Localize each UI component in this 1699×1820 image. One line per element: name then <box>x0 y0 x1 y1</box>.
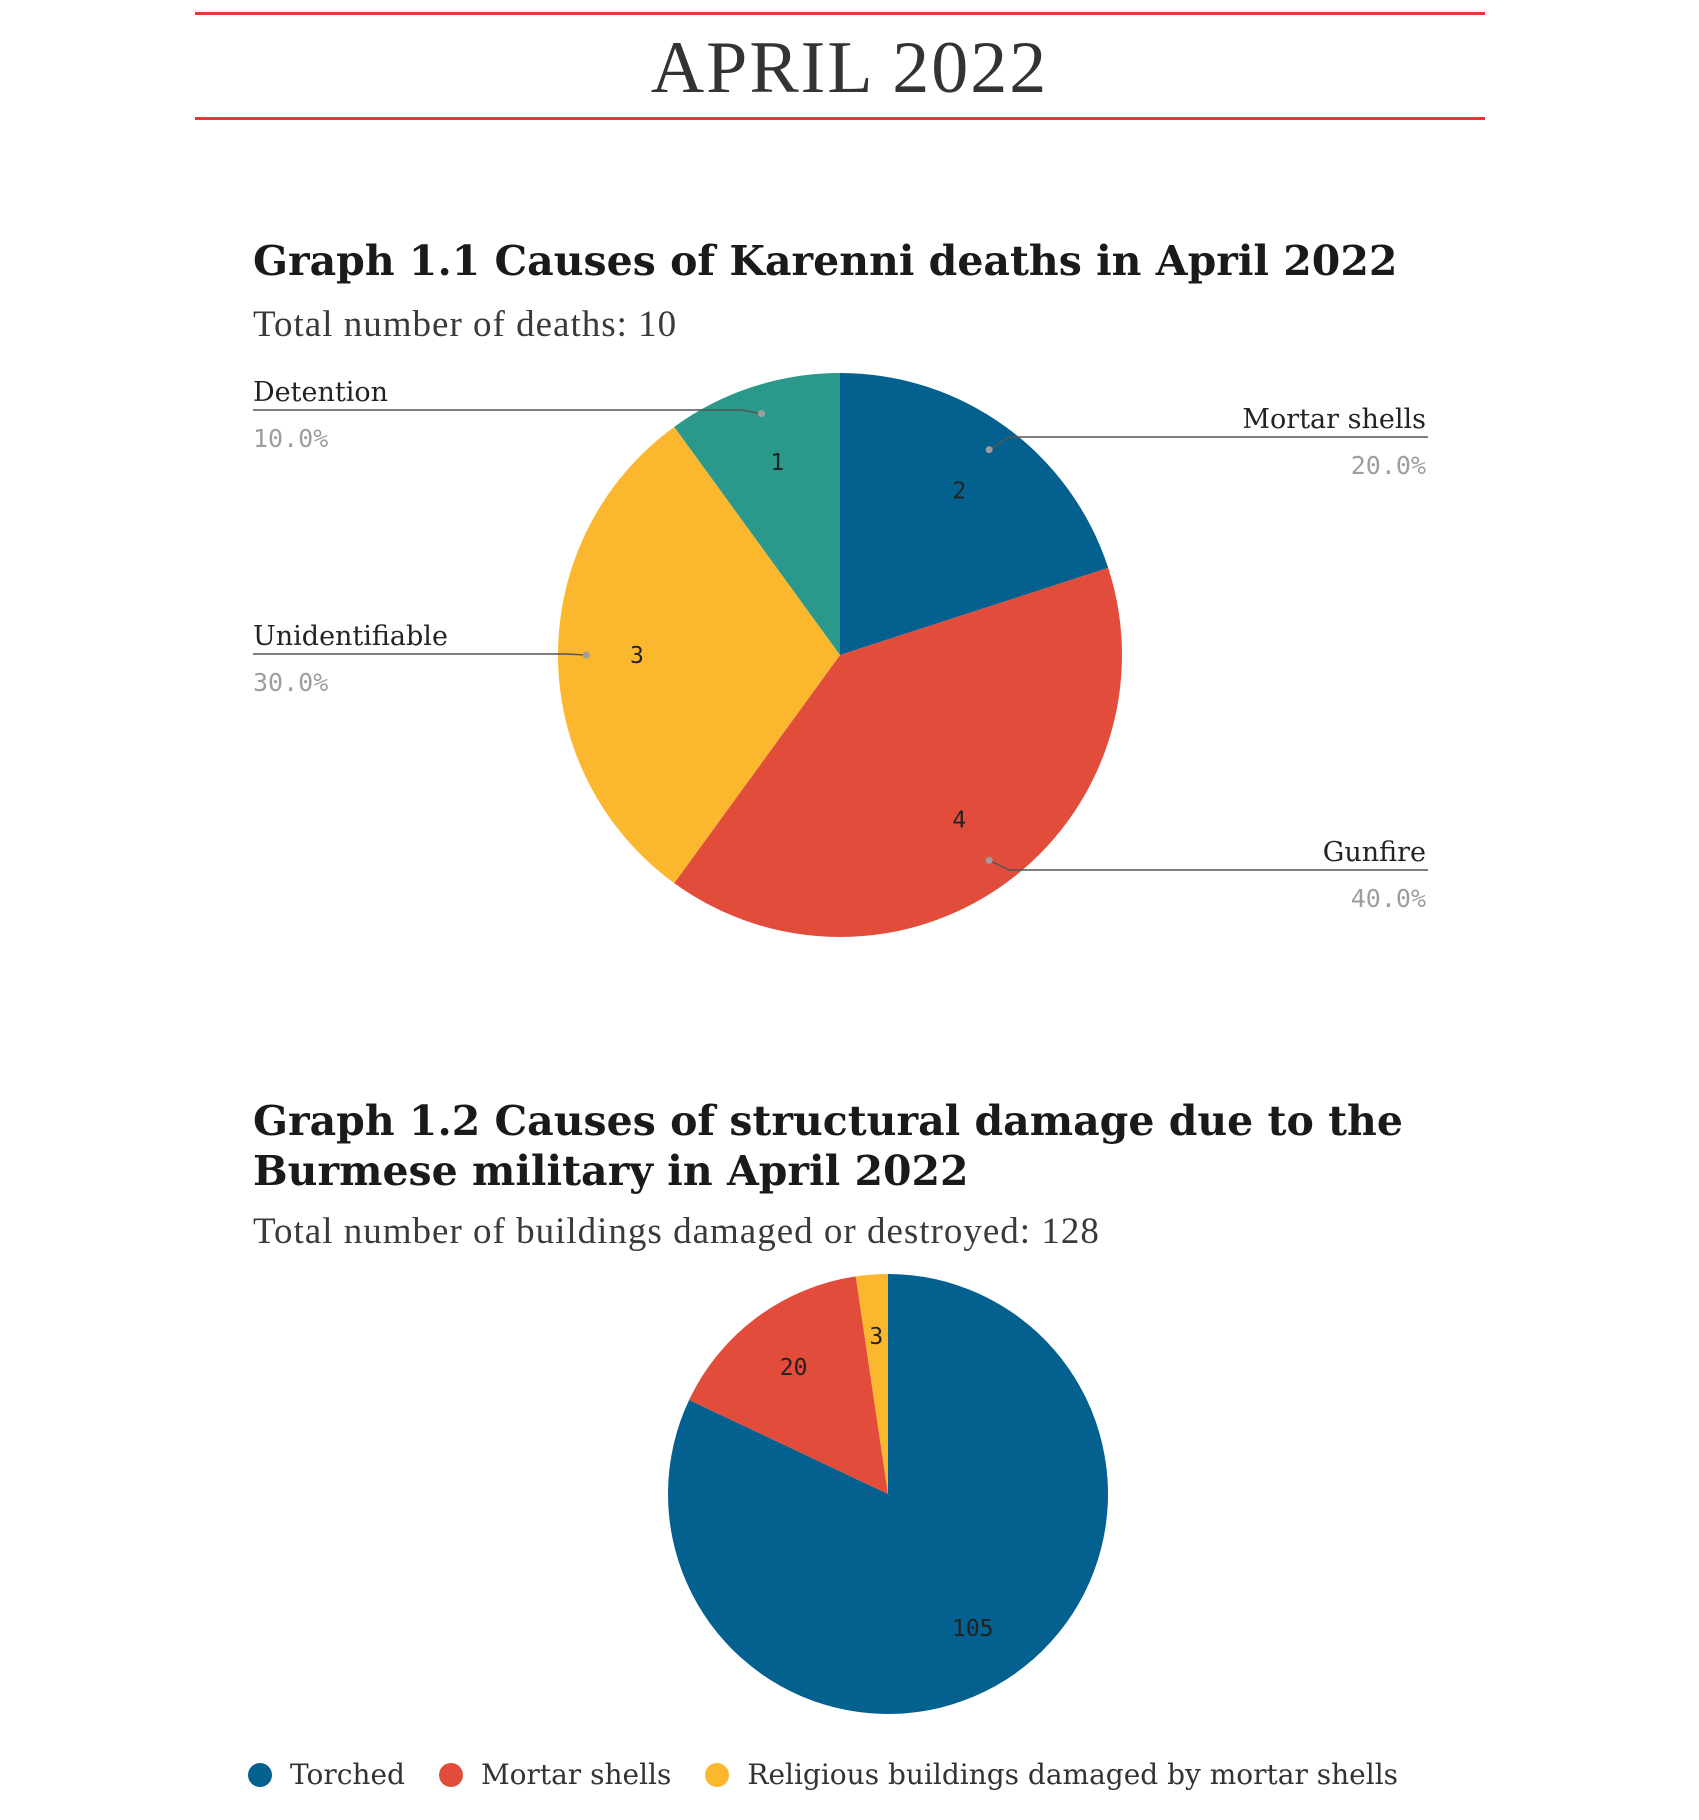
graph1-slice-detention <box>674 373 840 655</box>
legend-swatch <box>705 1762 730 1787</box>
legend-item-mortar-shells: Mortar shells <box>438 1758 672 1791</box>
legend-swatch <box>248 1762 272 1787</box>
graph2-slice-religious-buildings-damaged-by-mortar-shells <box>855 1274 888 1494</box>
graph2-title-line2: Burmese military in April 2022 <box>253 1147 969 1195</box>
graph2-title: Graph 1.2 Causes of structural damage du… <box>253 1096 1453 1196</box>
graph1-callout-unidentifiable: Unidentifiable 30.0% <box>253 621 590 697</box>
graph2-slice-mortar-shells <box>689 1276 888 1494</box>
legend-item-religious-buildings-damaged-by-mortar-shells: Religious buildings damaged by mortar sh… <box>705 1758 1398 1791</box>
legend-swatch <box>438 1762 463 1787</box>
callout-leader-line <box>988 436 1428 451</box>
callout-leader-line <box>253 409 762 415</box>
graph2-value-label-mortar-shells: 20 <box>780 1355 808 1381</box>
graph2-subtitle: Total number of buildings damaged or des… <box>253 1211 1100 1252</box>
legend-item-torched: Torched <box>248 1758 405 1791</box>
graph1-slice-unidentifiable <box>558 426 840 884</box>
graph1-subtitle: Total number of deaths: 10 <box>253 304 678 345</box>
graph2-title-line1: Graph 1.2 Causes of structural damage du… <box>253 1097 1403 1145</box>
page-title: APRIL 2022 <box>650 27 1049 109</box>
callout-category-label: Gunfire <box>1323 837 1426 868</box>
legend-label: Religious buildings damaged by mortar sh… <box>747 1758 1399 1791</box>
callout-percent-label: 20.0% <box>1351 451 1426 480</box>
graph1-callout-detention: Detention 10.0% <box>253 377 766 453</box>
callout-percent-label: 40.0% <box>1351 884 1426 913</box>
callout-category-label: Mortar shells <box>1242 404 1426 435</box>
callout-leader-line <box>988 859 1428 871</box>
graph1-title: Graph 1.1 Causes of Karenni deaths in Ap… <box>253 237 1398 285</box>
callout-category-label: Detention <box>253 377 388 408</box>
callout-category-label: Unidentifiable <box>253 621 448 652</box>
legend-label: Torched <box>290 1758 405 1791</box>
callout-leader-line <box>253 653 587 656</box>
callout-dot <box>582 651 590 659</box>
graph1-slice-gunfire <box>674 567 1122 937</box>
callout-dot <box>985 856 993 864</box>
graph2-legend: Torched Mortar shells Religious buildings … <box>248 1758 1432 1791</box>
legend-label: Mortar shells <box>480 1758 672 1791</box>
callout-percent-label: 10.0% <box>253 424 328 453</box>
graph2-value-label-religious-buildings-damaged-by-mortar-shells: 3 <box>869 1324 883 1350</box>
graph2-value-label-torched: 105 <box>952 1616 994 1642</box>
graph1-value-label-unidentifiable: 3 <box>630 643 644 669</box>
bottom-rule <box>195 117 1485 120</box>
graph1-value-label-detention: 1 <box>770 450 784 476</box>
callout-percent-label: 30.0% <box>253 668 328 697</box>
callout-dot <box>985 446 993 454</box>
graph1-callout-gunfire: Gunfire 40.0% <box>985 837 1428 913</box>
graph1-slice-mortar-shells <box>840 373 1109 655</box>
graph1-value-label-mortar-shells: 2 <box>952 479 966 505</box>
graph1-value-label-gunfire: 4 <box>952 807 966 833</box>
callout-dot <box>758 410 766 418</box>
top-rule <box>195 12 1485 15</box>
graph1-callout-mortar-shells: Mortar shells 20.0% <box>985 404 1428 480</box>
